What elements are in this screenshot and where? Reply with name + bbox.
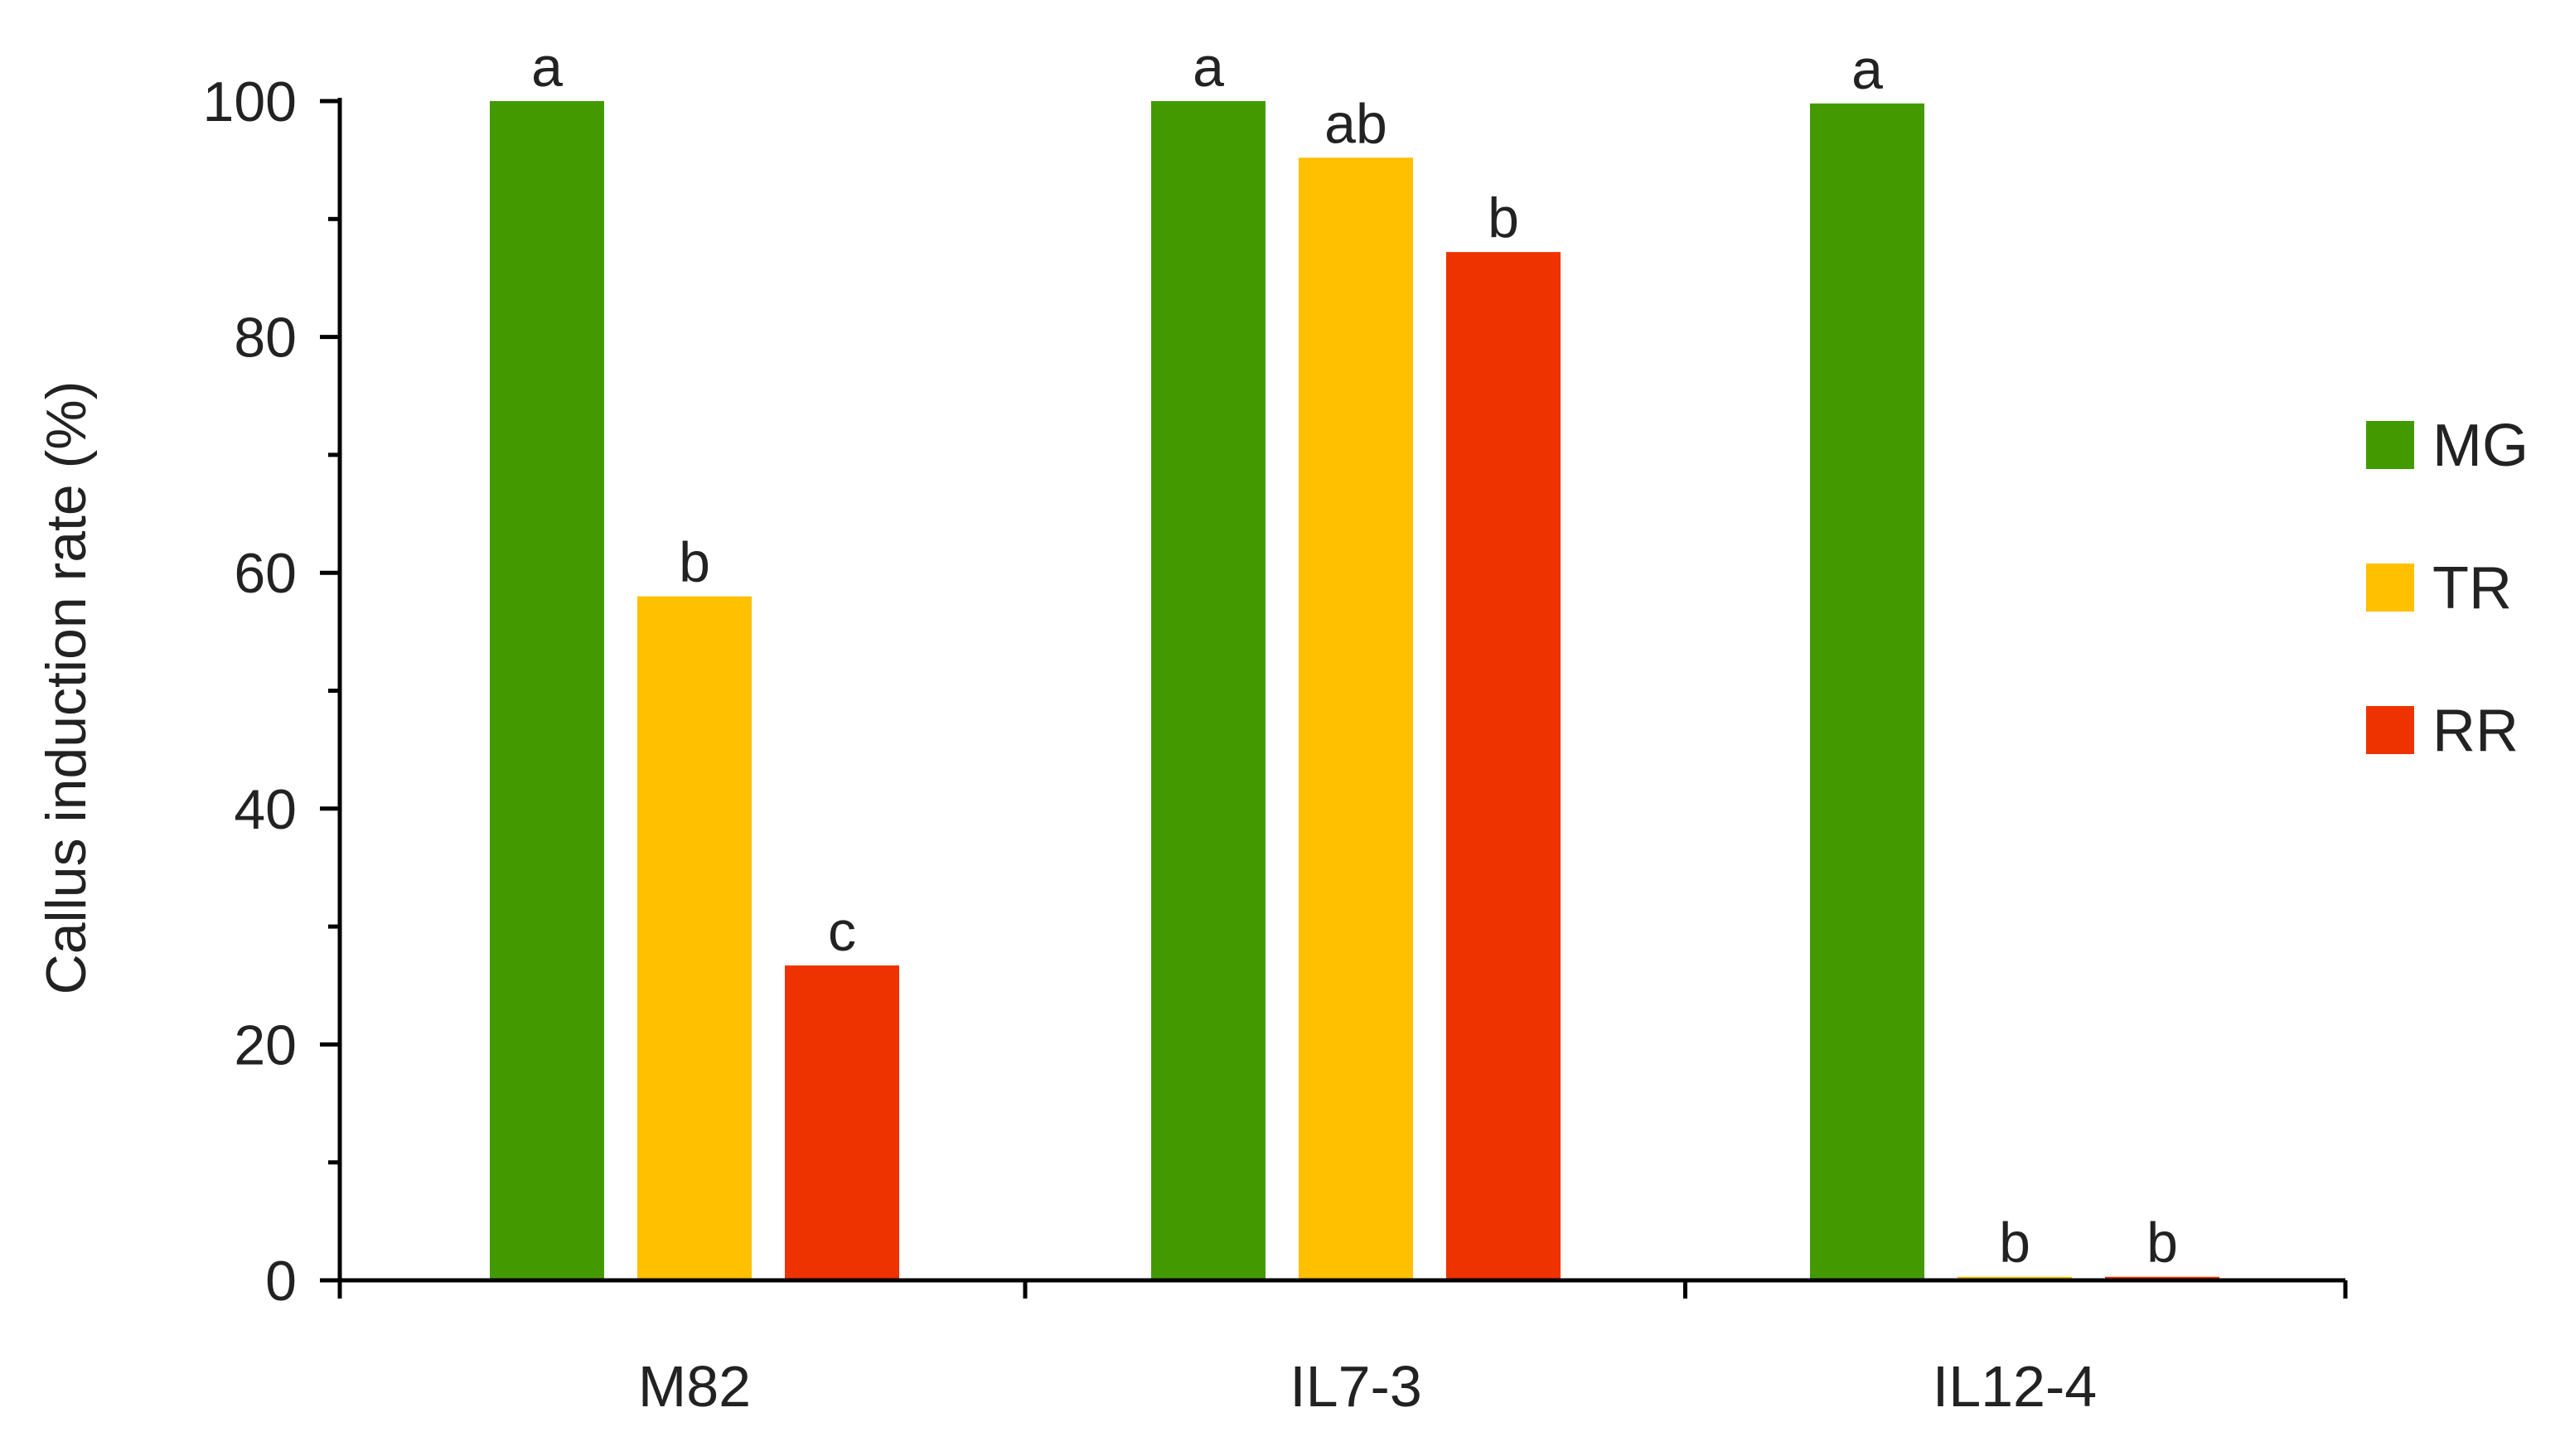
significance-label: ab (1324, 92, 1387, 155)
significance-label: b (2146, 1212, 2178, 1275)
bar-mg (490, 101, 604, 1280)
x-tick-label: IL7-3 (1290, 1354, 1422, 1419)
x-tick-label: M82 (638, 1354, 751, 1419)
y-tick-label: 60 (234, 542, 297, 605)
significance-label: b (1999, 1212, 2030, 1275)
y-tick-label: 20 (234, 1013, 297, 1076)
significance-label: a (1193, 36, 1224, 99)
bar-mg (1810, 103, 1924, 1281)
legend: MG TR RR (2366, 413, 2529, 764)
bars-layer (490, 101, 2219, 1281)
bar-tr (1299, 157, 1413, 1281)
significance-label: a (531, 36, 563, 99)
legend-swatch (2366, 564, 2414, 612)
legend-swatch (2366, 421, 2414, 469)
legend-label: MG (2432, 413, 2529, 479)
y-ticks-layer: 0 20 40 60 80 100 (203, 70, 340, 1313)
y-tick-label: 0 (265, 1250, 297, 1313)
significance-label: b (1488, 186, 1519, 249)
x-tick-label: IL12-4 (1933, 1354, 2097, 1419)
significance-label: a (1851, 38, 1883, 101)
legend-swatch (2366, 706, 2414, 754)
bar-mg (1151, 101, 1266, 1280)
y-tick-label: 40 (234, 778, 297, 841)
bar-rr (1446, 252, 1561, 1280)
bar-tr (637, 596, 752, 1280)
y-axis-label: Callus induction rate (%) (35, 381, 98, 995)
y-tick-label: 80 (234, 307, 297, 370)
y-tick-label: 100 (203, 70, 297, 133)
legend-label: RR (2432, 698, 2519, 764)
x-ticks-layer: M82 IL7-3 IL12-4 (337, 1280, 2348, 1419)
significance-label: c (828, 900, 856, 963)
significance-label: b (679, 531, 710, 594)
bar-rr (785, 965, 899, 1280)
legend-label: TR (2432, 555, 2512, 622)
